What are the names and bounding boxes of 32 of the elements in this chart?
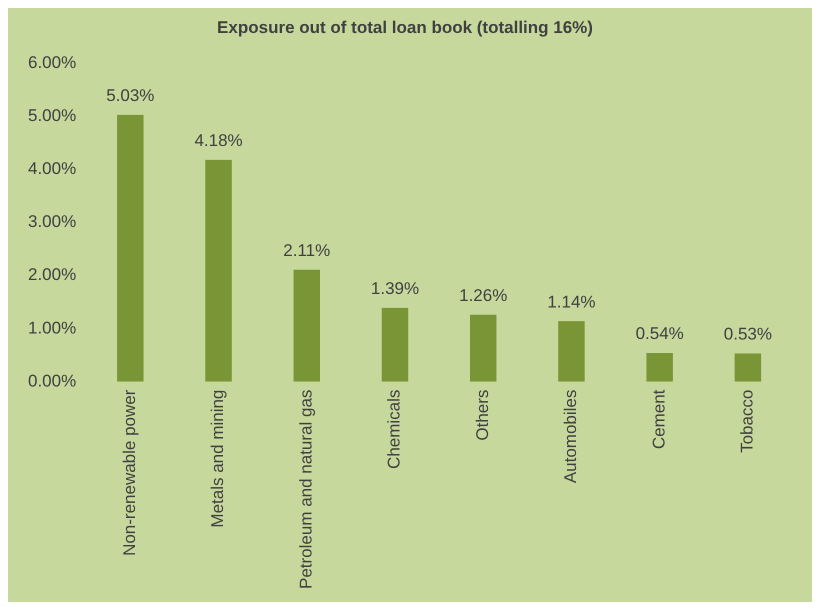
x-tick-label: Automobiles [561, 390, 580, 484]
bar [558, 321, 585, 382]
data-label: 1.26% [459, 286, 508, 305]
bar [734, 353, 762, 382]
data-label: 2.11% [283, 240, 330, 260]
y-tick-label: 3.00% [28, 212, 76, 232]
bar [205, 160, 232, 382]
x-tick-label: Non-renewable power [120, 389, 139, 556]
x-tick-label: Metals and mining [208, 390, 228, 528]
y-tick-label: 4.00% [28, 159, 76, 178]
x-tick-label: Others [472, 390, 492, 441]
data-label: 0.54% [636, 324, 684, 344]
bar [646, 352, 673, 382]
data-label: 1.14% [547, 292, 596, 312]
x-tick-label: Tobacco [738, 390, 757, 453]
bar [294, 270, 320, 382]
data-label: 1.39% [370, 279, 420, 298]
data-label: 4.18% [194, 131, 243, 150]
y-tick-label: 5.00% [28, 106, 76, 126]
y-tick-label: 0.00% [28, 371, 76, 390]
data-label: 5.03% [106, 86, 154, 106]
y-tick-label: 2.00% [28, 265, 76, 284]
bar [470, 314, 496, 382]
y-tick-label: 6.00% [28, 53, 76, 72]
chart-title: Exposure out of total loan book (totalling 16%) [217, 18, 593, 37]
data-label: 0.53% [724, 324, 772, 344]
x-tick-label: Petroleum and natural gas [296, 390, 316, 590]
bar [382, 308, 408, 382]
x-tick-label: Chemicals [384, 390, 404, 469]
x-tick-label: Cement [649, 389, 668, 450]
bar [117, 114, 144, 382]
y-tick-label: 1.00% [28, 318, 76, 338]
